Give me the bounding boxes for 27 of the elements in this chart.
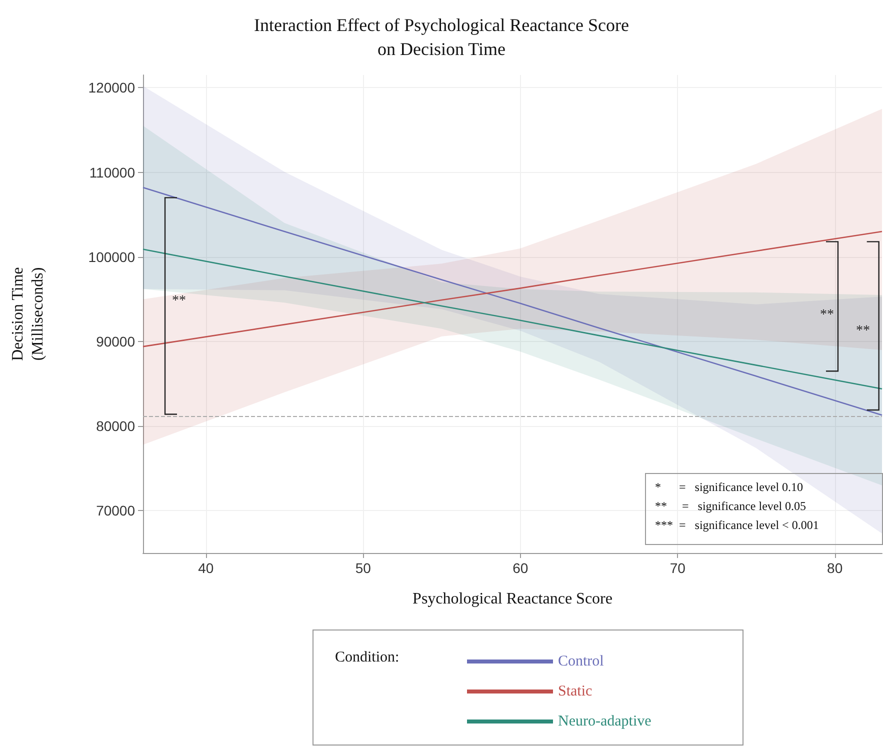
x-axis-title: Psychological Reactance Score: [412, 590, 612, 608]
annotation: **: [172, 294, 186, 308]
x-tick-label: 60: [512, 560, 528, 576]
line-series: [142, 230, 883, 348]
annotation: *** = significance level < 0.001: [655, 518, 819, 532]
line-series: [142, 186, 883, 416]
x-tick-label: 70: [670, 560, 686, 576]
x-tick-label: 80: [827, 560, 843, 576]
y-axis-title: Decision Time (Milliseconds): [10, 267, 46, 361]
text: Static: [558, 684, 592, 700]
line-series: [142, 248, 883, 390]
y-tick-label: 70000: [96, 502, 136, 519]
y-tick-label: 100000: [88, 248, 136, 265]
legend-title: Condition:: [335, 650, 400, 666]
y-tick-label: 80000: [96, 418, 136, 434]
x-tick-label: 50: [355, 560, 372, 576]
x-tick-label: 40: [198, 560, 214, 576]
text: Neuro-adaptive: [558, 714, 652, 730]
annotation: **: [820, 308, 834, 322]
y-tick-label: 90000: [96, 333, 136, 350]
chart-title: Interaction Effect of Psychological Reactance Score on Decision Time: [254, 15, 630, 59]
y-tick-label: 120000: [88, 80, 136, 96]
y-tick-label: 110000: [89, 164, 136, 180]
text: Control: [558, 654, 604, 670]
annotation: ** = significance level 0.05: [655, 499, 806, 513]
annotation: * = significance level 0.10: [655, 480, 804, 494]
annotation: **: [856, 324, 870, 338]
